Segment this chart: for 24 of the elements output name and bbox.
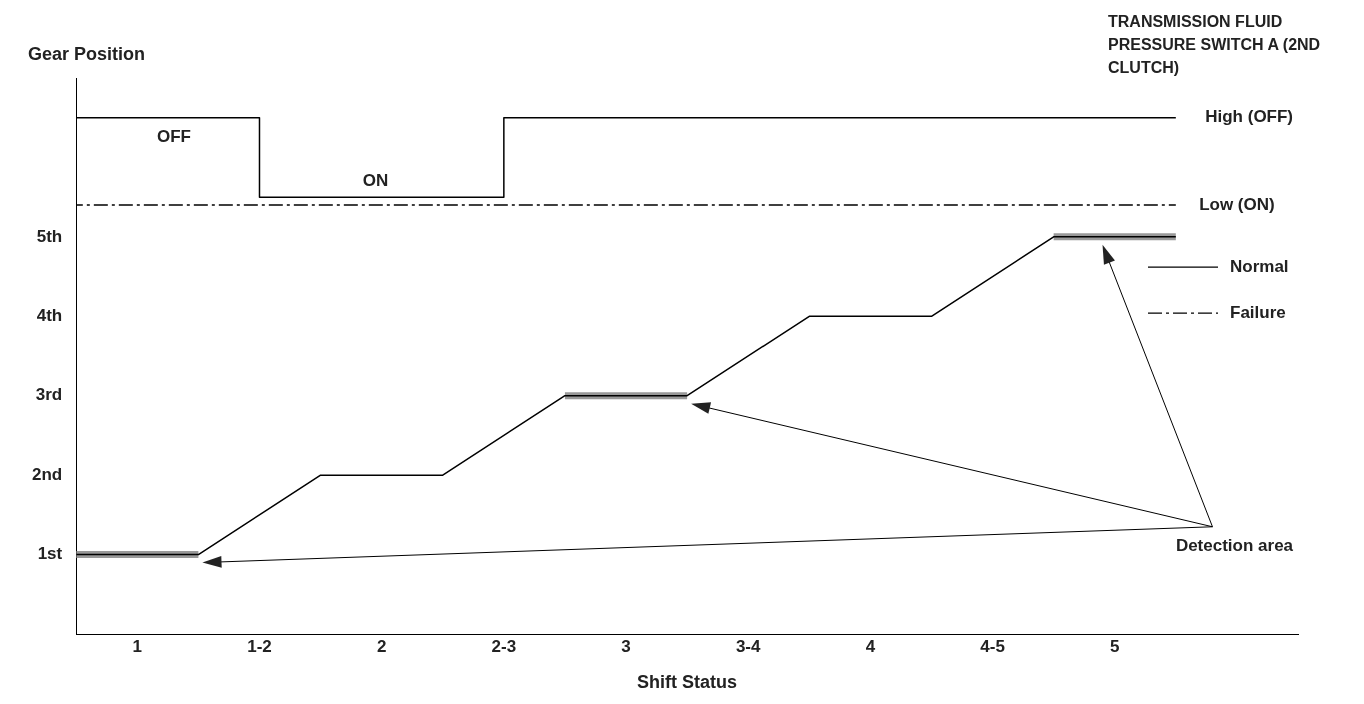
chart-title: TRANSMISSION FLUID PRESSURE SWITCH A (2ND CLUTCH) (1108, 12, 1322, 78)
x-tick-label: 1-2 (247, 636, 272, 656)
x-tick-label: 4 (865, 636, 876, 656)
x-tick-label: 4-5 (980, 636, 1005, 656)
y-tick-label: 3rd (35, 385, 63, 405)
legend-label: Failure (1230, 302, 1286, 322)
x-tick-label: 3 (621, 636, 631, 656)
y-tick-label: 2nd (31, 464, 63, 484)
x-tick-label: 2-3 (491, 636, 517, 656)
legend-label: Normal (1230, 256, 1289, 276)
annotation: Low (ON) (1199, 194, 1275, 214)
annotation: ON (362, 170, 389, 190)
y-axis-title: Gear Position (28, 44, 146, 65)
y-tick-label: 4th (36, 305, 63, 325)
annotation: High (OFF) (1205, 107, 1294, 127)
x-tick-label: 3-4 (735, 636, 762, 656)
y-tick-label: 1st (37, 544, 63, 564)
annotation: OFF (156, 127, 191, 147)
x-tick-label: 5 (1110, 636, 1120, 656)
y-tick-label: 5th (36, 226, 63, 246)
annotation: Detection area (1175, 536, 1294, 556)
x-axis-title: Shift Status (637, 672, 738, 693)
x-tick-label: 2 (376, 636, 387, 656)
x-tick-label: 1 (132, 636, 143, 656)
